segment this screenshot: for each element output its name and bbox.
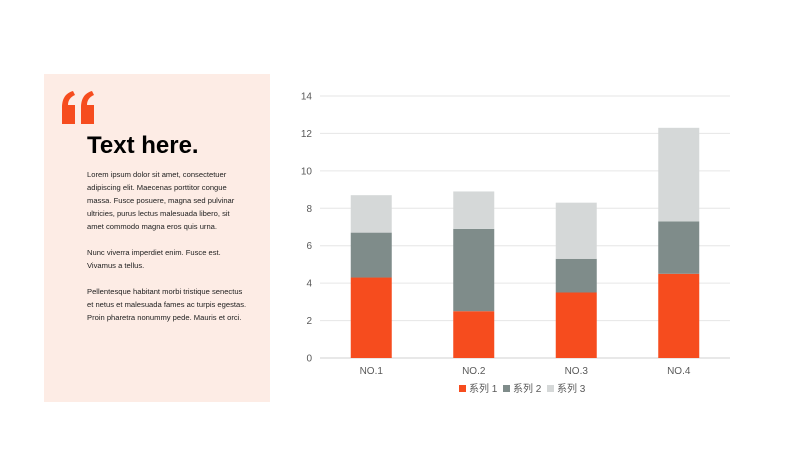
x-tick-label: NO.2 xyxy=(462,366,486,377)
y-tick-label: 8 xyxy=(306,204,312,215)
y-tick-label: 14 xyxy=(301,92,313,103)
legend-label-2: 系列 2 xyxy=(513,382,542,395)
quote-panel: Text here. Lorem ipsum dolor sit amet, c… xyxy=(44,74,270,402)
x-tick-label: NO.4 xyxy=(667,366,691,377)
panel-body: Lorem ipsum dolor sit amet, consectetuer… xyxy=(87,168,247,337)
legend-swatch-1 xyxy=(459,385,466,392)
quote-mark-right xyxy=(81,91,94,124)
x-tick-label: NO.3 xyxy=(565,366,589,377)
y-tick-label: 0 xyxy=(306,354,312,365)
panel-paragraph-2: Nunc viverra imperdiet enim. Fusce est. … xyxy=(87,248,221,270)
legend-swatch-3 xyxy=(547,385,554,392)
stacked-bar-chart: 0 2 4 6 8 10 12 14 NO.1 NO.2 NO.3 NO.4 系列 1 系列 2 系列 3 xyxy=(280,80,750,400)
quote-icon xyxy=(62,91,94,124)
bar-no4-series-3 xyxy=(658,127,700,222)
bar-no4-series-2 xyxy=(658,221,700,274)
chart-canvas: 0 2 4 6 8 10 12 14 NO.1 NO.2 NO.3 NO.4 系列 1 系列 2 系列 3 xyxy=(301,92,730,395)
bar-no1-series-3 xyxy=(350,195,392,233)
bar-no3-series-1 xyxy=(555,292,597,358)
panel-paragraph-3: Pellentesque habitant morbi tristique se… xyxy=(87,287,247,322)
y-tick-label: 2 xyxy=(306,316,312,327)
bar-no1-series-1 xyxy=(350,277,392,358)
bar-no4-series-1 xyxy=(658,273,700,358)
bar-no2-series-3 xyxy=(453,191,495,229)
panel-title: Text here. xyxy=(87,132,199,159)
quote-mark-left xyxy=(62,91,75,124)
bar-no3-series-2 xyxy=(555,258,597,293)
bar-no1-series-2 xyxy=(350,232,392,278)
bar-no2-series-1 xyxy=(453,311,495,358)
x-tick-label: NO.1 xyxy=(360,366,384,377)
y-tick-label: 12 xyxy=(301,129,313,140)
bar-no3-series-3 xyxy=(555,202,597,259)
legend-label-3: 系列 3 xyxy=(557,382,586,395)
panel-paragraph-1: Lorem ipsum dolor sit amet, consectetuer… xyxy=(87,170,235,231)
bar-no2-series-2 xyxy=(453,228,495,312)
y-tick-label: 4 xyxy=(306,279,312,290)
legend-label-1: 系列 1 xyxy=(469,382,498,395)
legend-swatch-2 xyxy=(503,385,510,392)
y-tick-label: 10 xyxy=(301,166,313,177)
y-tick-label: 6 xyxy=(306,241,312,252)
